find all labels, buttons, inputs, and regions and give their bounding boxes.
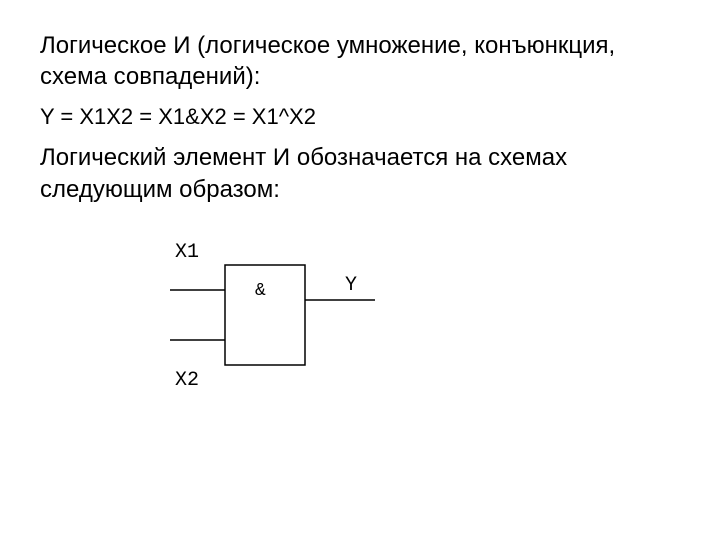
input1-label: X1 bbox=[175, 241, 199, 264]
formula-text: Y = X1X2 = X1&X2 = X1^X2 bbox=[40, 104, 680, 130]
output-label: Y bbox=[345, 274, 357, 297]
input2-label: X2 bbox=[175, 369, 199, 392]
gate-symbol: & bbox=[255, 281, 266, 301]
description-text: Логический элемент И обозначается на схе… bbox=[40, 142, 680, 204]
gate-box bbox=[225, 265, 305, 365]
and-gate-svg: X1 X2 Y & bbox=[140, 235, 420, 395]
logic-gate-diagram: X1 X2 Y & bbox=[140, 235, 420, 395]
heading-text: Логическое И (логическое умножение, конъ… bbox=[40, 30, 680, 92]
